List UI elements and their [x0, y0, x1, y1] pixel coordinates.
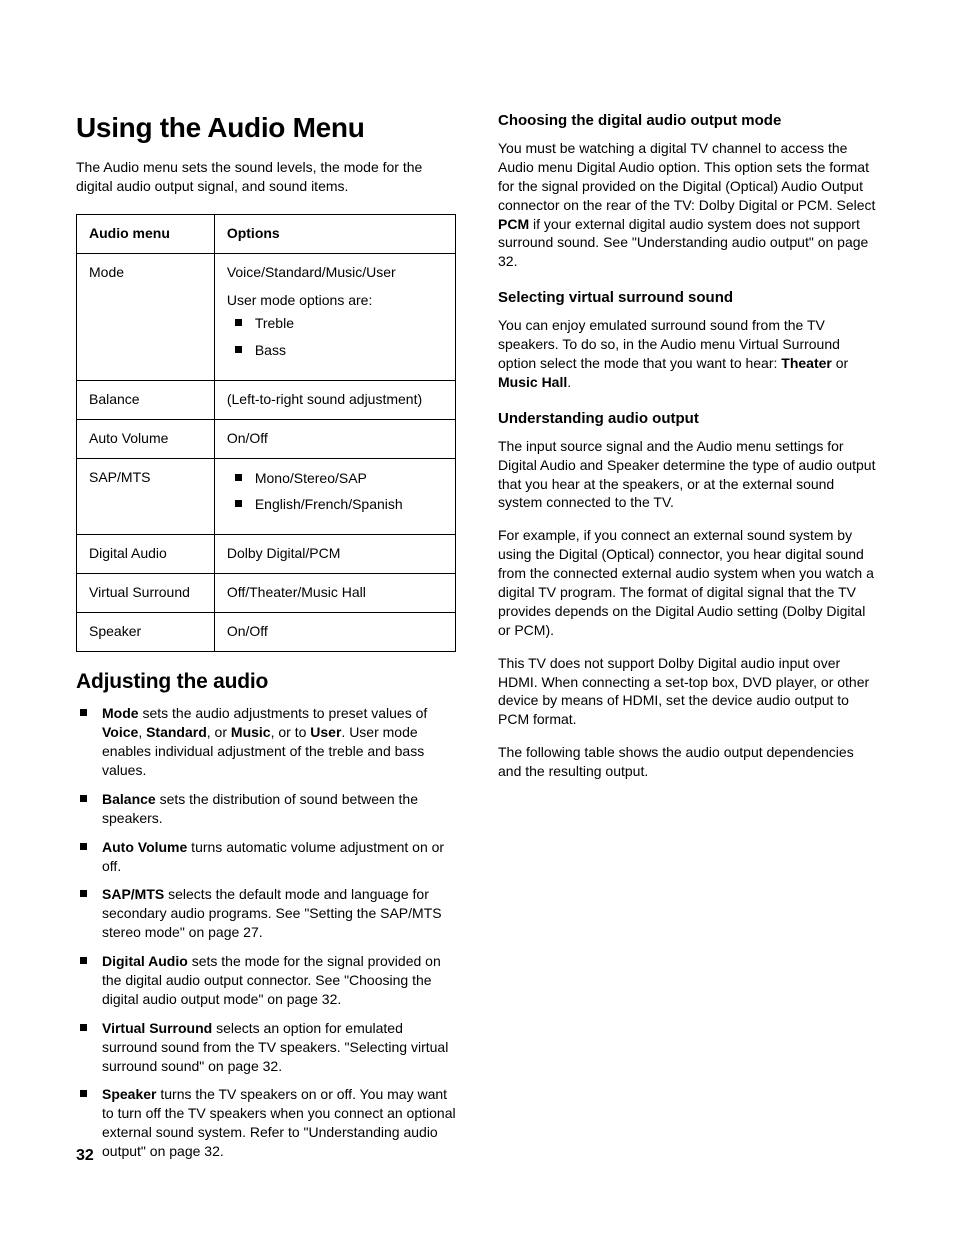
cell-options: On/Off [214, 419, 455, 458]
section-heading: Selecting virtual surround sound [498, 289, 878, 306]
adjusting-list: Mode sets the audio adjustments to prese… [76, 704, 456, 1161]
table-row: Balance (Left-to-right sound adjustment) [77, 380, 456, 419]
bullet-item: English/French/Spanish [227, 495, 443, 514]
bullet-item: Bass [227, 341, 443, 360]
section-heading: Understanding audio output [498, 410, 878, 427]
text: or [832, 355, 848, 371]
section-audio-output: Understanding audio output The input sou… [498, 410, 878, 781]
item-term: User [310, 724, 341, 740]
body-text: The input source signal and the Audio me… [498, 437, 878, 513]
cell-name: Digital Audio [77, 535, 215, 574]
cell-text: User mode options are: [227, 292, 443, 308]
item-term: Balance [102, 791, 156, 807]
section-virtual-surround: Selecting virtual surround sound You can… [498, 289, 878, 392]
section-heading: Choosing the digital audio output mode [498, 112, 878, 129]
term: Theater [781, 355, 832, 371]
term: PCM [498, 216, 529, 232]
list-item: SAP/MTS selects the default mode and lan… [76, 885, 456, 942]
cell-options: Voice/Standard/Music/User User mode opti… [214, 253, 455, 380]
cell-bullets: Mono/Stereo/SAP English/French/Spanish [227, 469, 443, 515]
body-text: The following table shows the audio outp… [498, 743, 878, 781]
cell-options: Off/Theater/Music Hall [214, 574, 455, 613]
list-item: Speaker turns the TV speakers on or off.… [76, 1085, 456, 1161]
item-term: Standard [146, 724, 207, 740]
table-row: SAP/MTS Mono/Stereo/SAP English/French/S… [77, 458, 456, 535]
cell-options: On/Off [214, 613, 455, 652]
col-header-audio-menu: Audio menu [77, 214, 215, 253]
cell-text: Voice/Standard/Music/User [227, 264, 443, 280]
list-item: Mode sets the audio adjustments to prese… [76, 704, 456, 780]
item-text: , or [207, 724, 231, 740]
cell-name: SAP/MTS [77, 458, 215, 535]
cell-options: Dolby Digital/PCM [214, 535, 455, 574]
section-heading-adjusting: Adjusting the audio [76, 670, 456, 694]
cell-bullets: Treble Bass [227, 314, 443, 360]
term: Music Hall [498, 374, 567, 390]
item-term: Digital Audio [102, 953, 188, 969]
bullet-item: Mono/Stereo/SAP [227, 469, 443, 488]
table-row: Virtual Surround Off/Theater/Music Hall [77, 574, 456, 613]
right-column: Choosing the digital audio output mode Y… [498, 112, 878, 1171]
item-term: Speaker [102, 1086, 156, 1102]
list-item: Virtual Surround selects an option for e… [76, 1019, 456, 1076]
cell-options: (Left-to-right sound adjustment) [214, 380, 455, 419]
left-column: Using the Audio Menu The Audio menu sets… [76, 112, 456, 1171]
cell-options: Mono/Stereo/SAP English/French/Spanish [214, 458, 455, 535]
body-text: You must be watching a digital TV channe… [498, 139, 878, 271]
cell-name: Balance [77, 380, 215, 419]
item-text: , or to [271, 724, 311, 740]
table-row: Auto Volume On/Off [77, 419, 456, 458]
body-text: For example, if you connect an external … [498, 526, 878, 639]
item-term: SAP/MTS [102, 886, 164, 902]
text: if your external digital audio system do… [498, 216, 868, 270]
page-title: Using the Audio Menu [76, 112, 456, 144]
table-header-row: Audio menu Options [77, 214, 456, 253]
cell-name: Auto Volume [77, 419, 215, 458]
item-text: , [138, 724, 146, 740]
page-columns: Using the Audio Menu The Audio menu sets… [76, 112, 878, 1171]
bullet-item: Treble [227, 314, 443, 333]
section-digital-output: Choosing the digital audio output mode Y… [498, 112, 878, 271]
text: You must be watching a digital TV channe… [498, 140, 875, 213]
item-term: Mode [102, 705, 139, 721]
item-text: turns the TV speakers on or off. You may… [102, 1086, 456, 1159]
list-item: Balance sets the distribution of sound b… [76, 790, 456, 828]
table-row: Mode Voice/Standard/Music/User User mode… [77, 253, 456, 380]
item-term: Auto Volume [102, 839, 187, 855]
audio-menu-table: Audio menu Options Mode Voice/Standard/M… [76, 214, 456, 653]
table-row: Digital Audio Dolby Digital/PCM [77, 535, 456, 574]
item-term: Music [231, 724, 271, 740]
cell-name: Virtual Surround [77, 574, 215, 613]
cell-name: Speaker [77, 613, 215, 652]
intro-text: The Audio menu sets the sound levels, th… [76, 158, 456, 196]
page-number: 32 [76, 1147, 94, 1165]
item-text: sets the audio adjustments to preset val… [139, 705, 428, 721]
list-item: Digital Audio sets the mode for the sign… [76, 952, 456, 1009]
text: . [567, 374, 571, 390]
table-row: Speaker On/Off [77, 613, 456, 652]
list-item: Auto Volume turns automatic volume adjus… [76, 838, 456, 876]
body-text: You can enjoy emulated surround sound fr… [498, 316, 878, 392]
item-term: Virtual Surround [102, 1020, 212, 1036]
body-text: This TV does not support Dolby Digital a… [498, 654, 878, 730]
item-term: Voice [102, 724, 138, 740]
col-header-options: Options [214, 214, 455, 253]
cell-name: Mode [77, 253, 215, 380]
